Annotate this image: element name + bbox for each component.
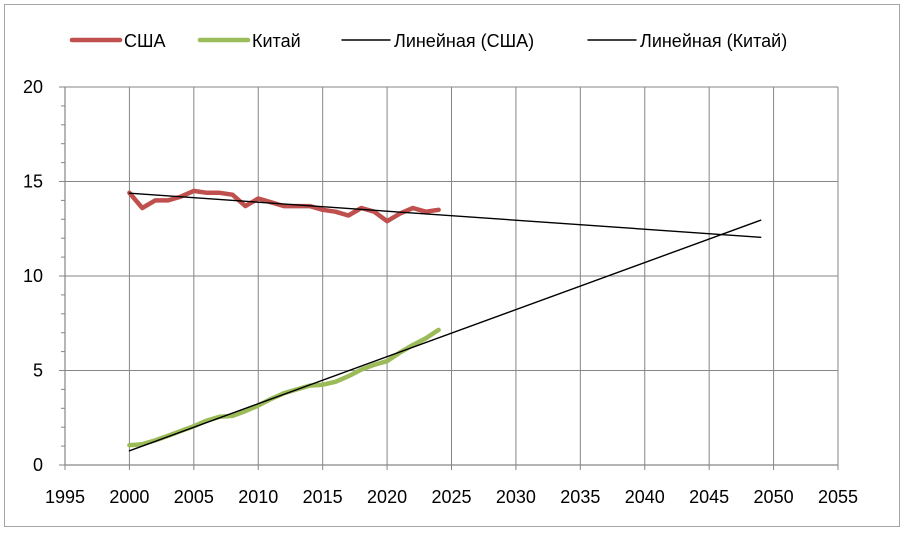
x-tick-label: 2045 — [689, 487, 729, 507]
x-tick-label: 2000 — [109, 487, 149, 507]
x-tick-label: 2030 — [496, 487, 536, 507]
x-tick-label: 2015 — [303, 487, 343, 507]
legend: США Китай Линейная (США) Линейная (Китай) — [69, 31, 787, 51]
x-tick-label: 2040 — [625, 487, 665, 507]
y-tick-label: 10 — [23, 266, 43, 286]
series-line-0 — [127, 188, 441, 224]
x-tick-label: 2025 — [431, 487, 471, 507]
legend-label-2: Линейная (США) — [394, 31, 534, 51]
x-tick-label: 2055 — [818, 487, 858, 507]
x-tick-label: 2005 — [174, 487, 214, 507]
x-tick-label: 2050 — [754, 487, 794, 507]
x-tick-label: 2035 — [560, 487, 600, 507]
x-tick-label: 2010 — [238, 487, 278, 507]
y-tick-label: 20 — [23, 77, 43, 97]
x-tick-label: 1995 — [45, 487, 85, 507]
series-line-3 — [128, 219, 762, 452]
y-tick-label: 15 — [23, 172, 43, 192]
series-line-2 — [128, 192, 762, 239]
legend-label-0: США — [124, 31, 166, 51]
axes — [59, 86, 839, 470]
legend-label-1: Китай — [252, 31, 301, 51]
y-tick-label: 5 — [33, 361, 43, 381]
y-tick-label: 0 — [33, 455, 43, 475]
tick-labels: 0 5 10 15 20 1995 2000 2005 2010 2015 2020 2025 2030… — [23, 77, 858, 507]
series-line-1 — [127, 327, 441, 448]
legend-label-3: Линейная (Китай) — [640, 31, 787, 51]
series-lines — [127, 188, 762, 452]
x-tick-label: 2020 — [367, 487, 407, 507]
grid-lines — [65, 86, 839, 465]
